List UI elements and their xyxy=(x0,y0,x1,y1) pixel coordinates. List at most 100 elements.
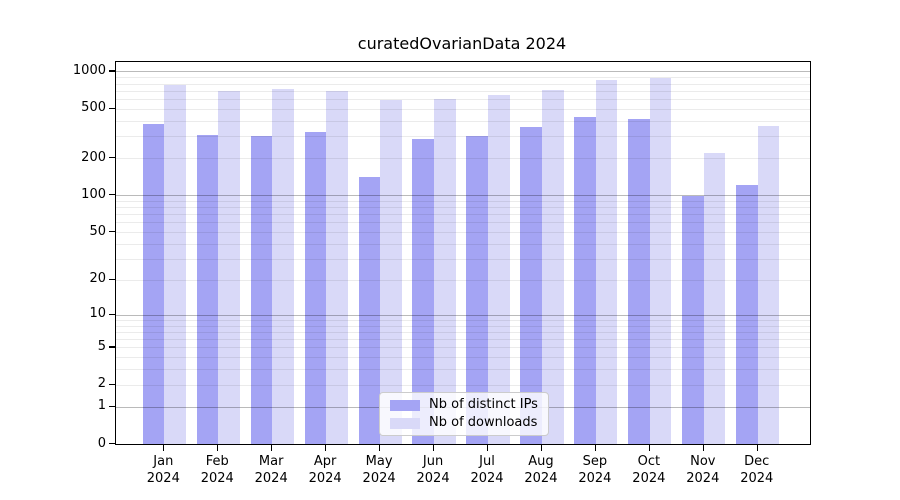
gridline-30 xyxy=(116,258,810,260)
x-tick-label-mar: Mar 2024 xyxy=(254,454,288,486)
legend-label-downloads: Nb of downloads xyxy=(429,415,538,430)
y-tick-mark-10 xyxy=(109,313,116,315)
bar-nov-downloads xyxy=(703,152,726,444)
bar-jan-distinct-ips xyxy=(142,124,165,444)
x-tick-mark-apr xyxy=(325,444,327,451)
x-tick-mark-sep xyxy=(594,444,597,451)
legend-entry-distinct-ips: Nb of distinct IPs xyxy=(380,398,548,412)
bar-may-distinct-ips xyxy=(358,177,381,444)
legend-label-distinct-ips: Nb of distinct IPs xyxy=(429,397,538,412)
bar-nov-distinct-ips xyxy=(682,196,704,444)
x-tick-label-may: May 2024 xyxy=(362,454,396,486)
bar-oct-downloads xyxy=(649,78,672,444)
gridline-5 xyxy=(116,347,810,349)
y-tick-label-500: 500 xyxy=(81,100,106,116)
gridline-3 xyxy=(116,369,810,371)
x-tick-label-aug: Aug 2024 xyxy=(524,454,558,486)
bar-jun-downloads xyxy=(434,99,456,444)
bar-jul-downloads xyxy=(488,95,510,444)
y-tick-mark-0 xyxy=(109,443,116,445)
x-tick-label-jan: Jan 2024 xyxy=(146,454,180,486)
y-tick-mark-5 xyxy=(109,346,116,348)
gridline-700 xyxy=(116,90,810,92)
x-tick-label-apr: Apr 2024 xyxy=(308,454,342,486)
bar-sep-downloads xyxy=(595,79,618,444)
bar-dec-downloads xyxy=(757,125,780,444)
x-tick-label-jul: Jul 2024 xyxy=(470,454,504,486)
x-tick-mark-feb xyxy=(217,444,219,451)
x-tick-mark-jul xyxy=(487,444,489,451)
gridline-80 xyxy=(116,207,810,209)
y-tick-label-5: 5 xyxy=(97,338,106,354)
y-tick-label-100: 100 xyxy=(81,186,106,202)
bar-sep-distinct-ips xyxy=(574,117,596,444)
legend-entry-downloads: Nb of downloads xyxy=(380,416,548,430)
y-tick-mark-500 xyxy=(109,107,116,109)
gridline-2 xyxy=(116,384,810,386)
bar-apr-distinct-ips xyxy=(304,131,327,444)
x-tick-mark-dec xyxy=(756,444,758,451)
y-tick-label-1: 1 xyxy=(97,398,106,414)
x-tick-mark-aug xyxy=(540,444,543,451)
x-tick-mark-jun xyxy=(433,444,435,451)
y-tick-mark-1 xyxy=(109,405,116,407)
x-tick-label-sep: Sep 2024 xyxy=(578,454,612,486)
gridline-6 xyxy=(116,339,810,341)
x-tick-label-jun: Jun 2024 xyxy=(416,454,450,486)
y-tick-label-50: 50 xyxy=(89,223,106,239)
bar-feb-downloads xyxy=(218,91,240,444)
bar-jul-distinct-ips xyxy=(466,135,488,444)
x-tick-label-oct: Oct 2024 xyxy=(632,454,666,486)
bar-mar-distinct-ips xyxy=(250,136,273,444)
y-tick-mark-100 xyxy=(109,194,116,196)
legend-swatch-distinct-ips xyxy=(390,399,420,411)
x-tick-label-nov: Nov 2024 xyxy=(686,454,720,486)
bar-jan-downloads xyxy=(164,85,186,444)
gridline-400 xyxy=(116,120,810,122)
gridline-10 xyxy=(116,314,810,316)
x-tick-mark-nov xyxy=(702,444,704,451)
y-tick-label-10: 10 xyxy=(89,306,106,322)
gridline-8 xyxy=(116,325,810,327)
x-tick-mark-may xyxy=(379,444,381,451)
gridline-4 xyxy=(116,357,810,359)
gridline-90 xyxy=(116,200,810,202)
x-tick-label-feb: Feb 2024 xyxy=(200,454,234,486)
y-tick-label-2: 2 xyxy=(97,376,106,392)
bar-aug-downloads xyxy=(541,89,564,444)
plot-area xyxy=(115,61,811,445)
gridline-500 xyxy=(116,108,810,110)
y-tick-mark-2 xyxy=(109,383,116,385)
bar-apr-downloads xyxy=(326,90,348,444)
gridline-40 xyxy=(116,243,810,245)
gridline-300 xyxy=(116,136,810,138)
gridline-70 xyxy=(116,214,810,216)
bar-oct-distinct-ips xyxy=(628,118,650,444)
y-tick-label-0: 0 xyxy=(97,435,106,451)
gridline-50 xyxy=(116,232,810,233)
y-tick-label-200: 200 xyxy=(81,149,106,165)
bar-may-downloads xyxy=(380,100,402,444)
bar-jun-distinct-ips xyxy=(412,139,435,444)
gridline-200 xyxy=(116,158,810,160)
gridline-100 xyxy=(116,195,810,197)
chart-title: curatedOvarianData 2024 xyxy=(357,34,567,53)
bar-mar-downloads xyxy=(272,88,294,444)
bar-aug-distinct-ips xyxy=(520,126,542,444)
y-tick-mark-50 xyxy=(109,231,116,233)
gridline-60 xyxy=(116,222,810,224)
x-tick-mark-oct xyxy=(648,444,651,451)
x-tick-mark-mar xyxy=(271,444,273,451)
gridline-1000 xyxy=(116,71,810,73)
y-tick-label-1000: 1000 xyxy=(72,62,106,78)
gridline-9 xyxy=(116,319,810,321)
gridline-600 xyxy=(116,99,810,100)
x-tick-mark-jan xyxy=(163,444,165,451)
y-tick-mark-20 xyxy=(109,278,116,281)
gridline-7 xyxy=(116,331,810,333)
bar-feb-distinct-ips xyxy=(196,134,219,444)
y-tick-mark-200 xyxy=(109,157,116,159)
legend-swatch-downloads xyxy=(390,417,420,429)
y-tick-label-20: 20 xyxy=(89,271,106,287)
